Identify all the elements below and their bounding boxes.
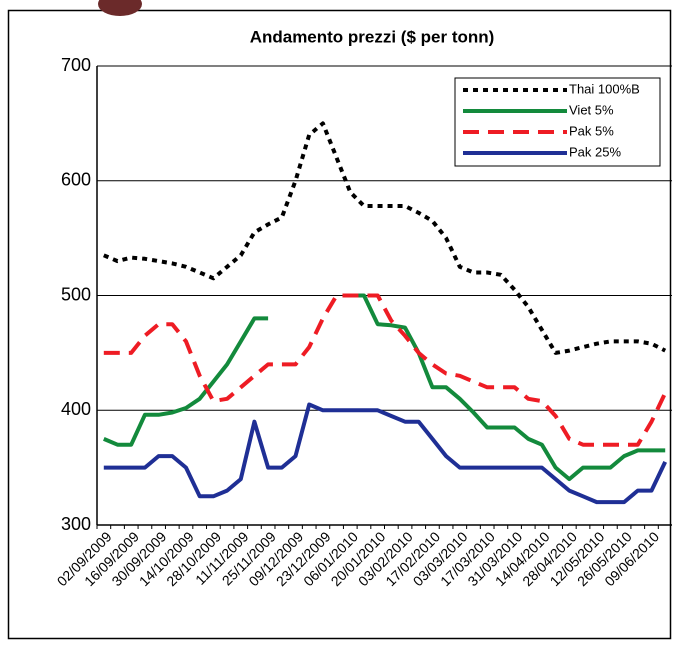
y-tick-label: 700 <box>61 55 91 75</box>
y-tick-label: 600 <box>61 170 91 190</box>
chart-title: Andamento prezzi ($ per tonn) <box>250 27 495 46</box>
legend-label: Viet 5% <box>569 102 614 117</box>
y-tick-label: 400 <box>61 399 91 419</box>
page: Andamento prezzi ($ per tonn) 300 400 500 6… <box>0 0 677 646</box>
y-tick-label: 300 <box>61 514 91 534</box>
chart: Andamento prezzi ($ per tonn) 300 400 500 6… <box>0 0 677 641</box>
y-tick-label: 500 <box>61 284 91 304</box>
legend-label: Pak 5% <box>569 123 614 138</box>
legend-label: Pak 25% <box>569 144 621 159</box>
legend-label: Thai 100%B <box>569 81 640 96</box>
